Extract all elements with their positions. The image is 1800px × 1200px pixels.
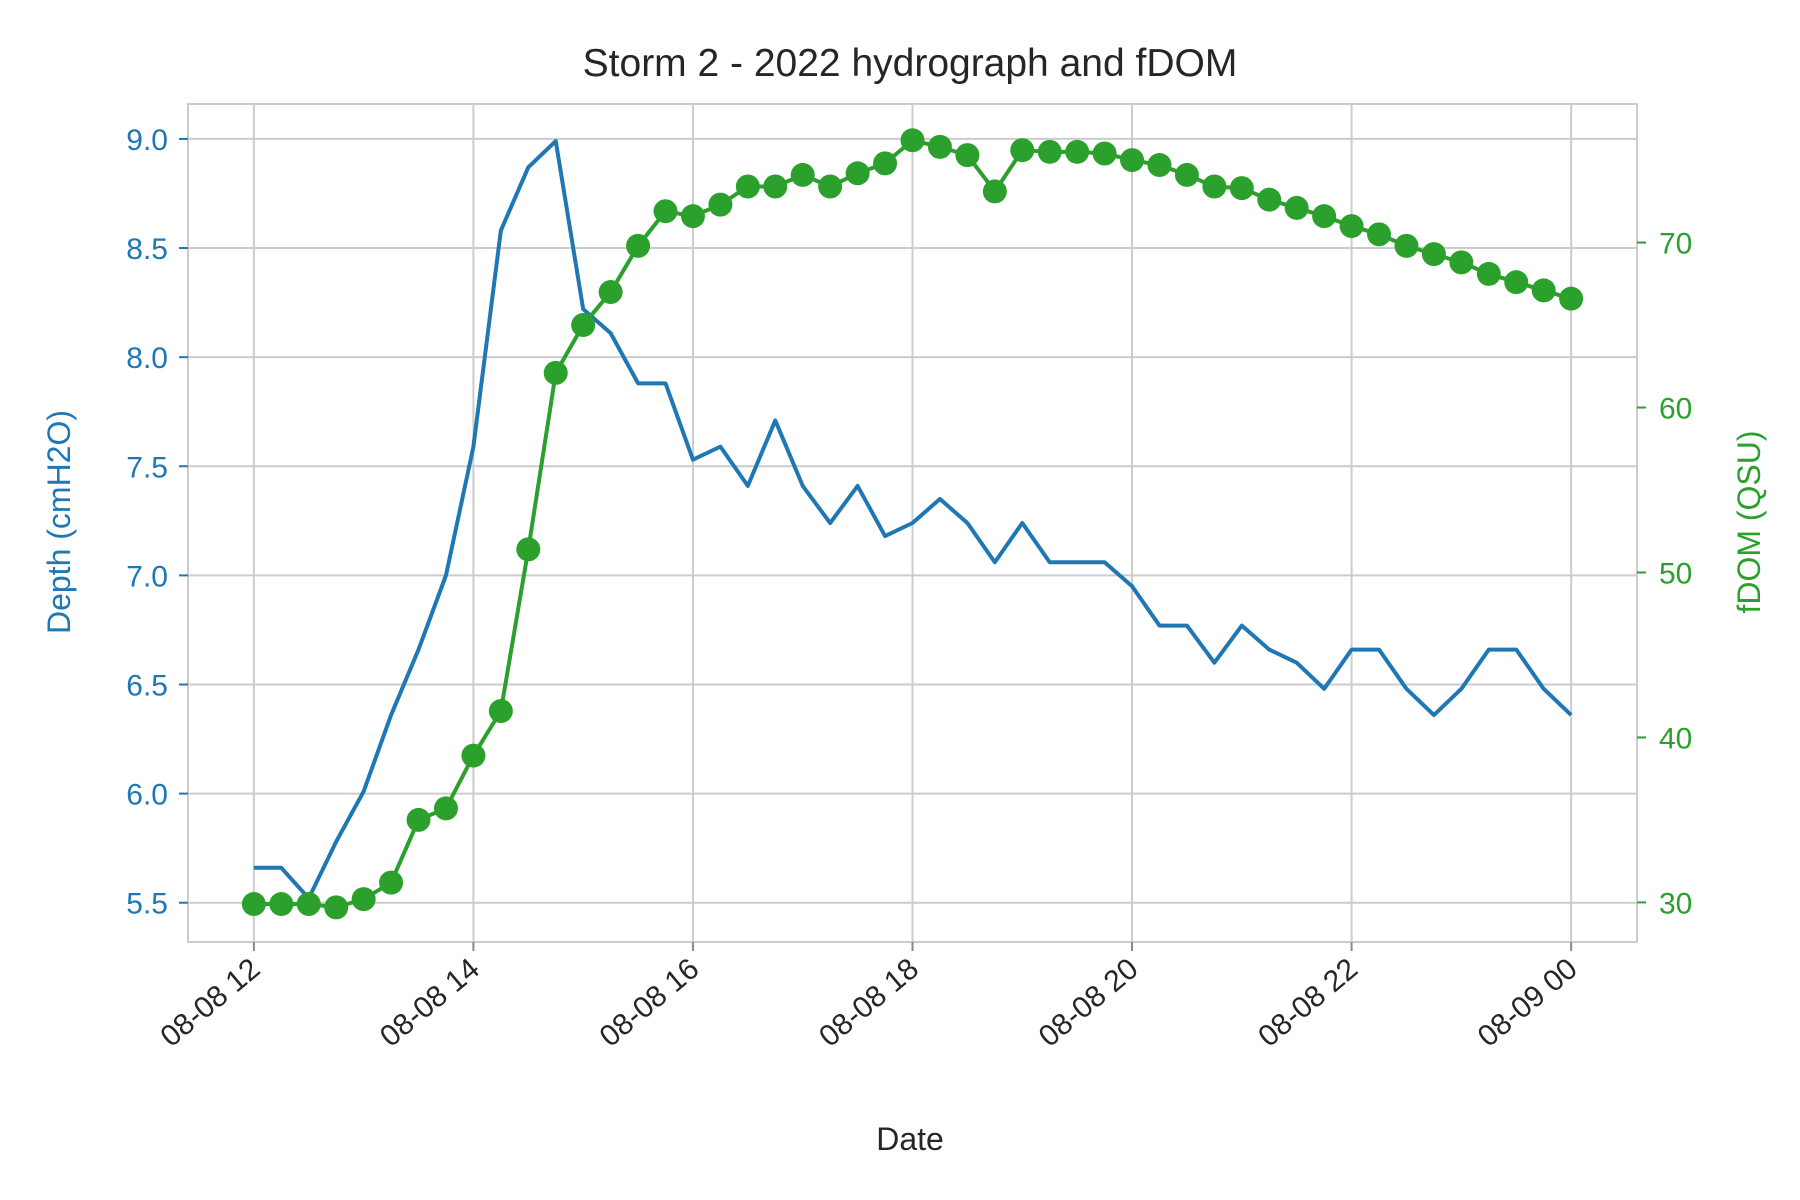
- fdom-data-point: [1120, 148, 1145, 173]
- fdom-data-point: [763, 174, 788, 199]
- fdom-data-point: [708, 192, 733, 217]
- fdom-data-point: [873, 151, 898, 176]
- fdom-data-point: [1092, 141, 1117, 166]
- left-y-tick-label: 8.5: [126, 233, 168, 266]
- fdom-data-point: [1010, 138, 1035, 163]
- x-tick-label: 08-08 12: [154, 952, 266, 1053]
- fdom-data-point: [296, 892, 321, 917]
- fdom-data-point: [571, 313, 596, 338]
- fdom-data-point: [543, 360, 568, 385]
- fdom-data-point: [1476, 261, 1501, 286]
- fdom-data-point: [1367, 222, 1392, 247]
- left-y-tick-label: 6.5: [126, 669, 168, 702]
- left-y-tick-label: 5.5: [126, 888, 168, 921]
- fdom-data-point: [1339, 214, 1364, 239]
- fdom-data-point: [927, 134, 952, 159]
- left-y-tick-label: 7.5: [126, 451, 168, 484]
- x-tick-label: 08-09 00: [1472, 952, 1584, 1053]
- fdom-data-point: [598, 280, 623, 305]
- right-y-tick-label: 40: [1659, 722, 1692, 755]
- right-y-tick-label: 60: [1659, 393, 1692, 426]
- right-y-tick-label: 70: [1659, 228, 1692, 261]
- fdom-data-point: [379, 870, 404, 895]
- fdom-data-point: [1037, 139, 1062, 164]
- left-y-tick-label: 9.0: [126, 124, 168, 157]
- fdom-data-point: [1559, 286, 1584, 311]
- fdom-data-point: [241, 892, 266, 917]
- fdom-data-point: [516, 537, 541, 562]
- fdom-data-point: [680, 204, 705, 229]
- left-y-axis: 5.5 6.0 6.5 7.0 7.5 8.0 8.5 9.0: [126, 124, 188, 921]
- series-layer: [241, 128, 1584, 920]
- x-tick-label: 08-08 16: [594, 952, 706, 1053]
- x-tick-label: 08-08 20: [1033, 952, 1145, 1053]
- fdom-data-point: [324, 895, 349, 920]
- fdom-data-point: [406, 807, 431, 832]
- right-y-axis: 30 40 50 60 70: [1637, 228, 1692, 920]
- fdom-data-point: [982, 179, 1007, 204]
- fdom-data-point: [1202, 174, 1227, 199]
- fdom-data-point: [1504, 270, 1529, 295]
- x-tick-label: 08-08 22: [1252, 952, 1364, 1053]
- left-y-tick-label: 7.0: [126, 560, 168, 593]
- fdom-data-point: [269, 892, 294, 917]
- fdom-data-point: [1449, 250, 1474, 275]
- right-y-tick-label: 30: [1659, 887, 1692, 920]
- fdom-data-point: [653, 199, 678, 224]
- fdom-data-point: [1394, 233, 1419, 258]
- x-axis-label: Date: [876, 1121, 944, 1157]
- fdom-data-point: [1421, 242, 1446, 267]
- right-y-axis-label: fDOM (QSU): [1731, 430, 1767, 613]
- fdom-data-point: [351, 887, 376, 912]
- fdom-data-point: [1284, 195, 1309, 220]
- left-y-axis-label: Depth (cmH2O): [41, 410, 77, 634]
- fdom-data-point: [1257, 187, 1282, 212]
- left-y-tick-label: 8.0: [126, 342, 168, 375]
- x-tick-label: 08-08 14: [374, 952, 486, 1053]
- fdom-data-point: [1174, 162, 1199, 187]
- fdom-data-point: [1229, 176, 1254, 201]
- x-axis: 08-08 12 08-08 14 08-08 16 08-08 18 08-08 20…: [154, 942, 1584, 1053]
- fdom-data-point: [433, 796, 458, 821]
- fdom-data-point: [735, 174, 760, 199]
- chart-title: Storm 2 - 2022 hydrograph and fDOM: [583, 42, 1238, 85]
- fdom-data-point: [790, 162, 815, 187]
- fdom-data-point: [488, 699, 513, 724]
- fdom-data-point: [1065, 139, 1090, 164]
- right-y-tick-label: 50: [1659, 557, 1692, 590]
- fdom-data-point: [1312, 204, 1337, 229]
- fdom-data-point: [1531, 278, 1556, 303]
- fdom-data-point: [461, 743, 486, 768]
- fdom-data-point: [900, 128, 925, 153]
- x-tick-label: 08-08 18: [813, 952, 925, 1053]
- fdom-data-point: [626, 233, 651, 258]
- fdom-data-point: [818, 174, 843, 199]
- fdom-data-point: [845, 161, 870, 186]
- fdom-data-point: [1147, 153, 1172, 178]
- depth-series-line: [253, 139, 1573, 901]
- fdom-data-point: [955, 143, 980, 168]
- left-y-tick-label: 6.0: [126, 779, 168, 812]
